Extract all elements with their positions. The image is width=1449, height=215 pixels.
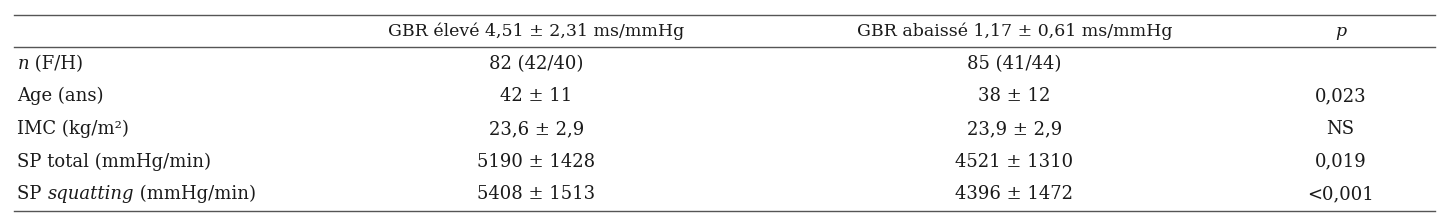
- Text: 5408 ± 1513: 5408 ± 1513: [477, 185, 596, 203]
- Text: GBR abaissé 1,17 ± 0,61 ms/mmHg: GBR abaissé 1,17 ± 0,61 ms/mmHg: [856, 22, 1172, 40]
- Text: 4396 ± 1472: 4396 ± 1472: [955, 185, 1074, 203]
- Text: (F/H): (F/H): [29, 55, 83, 73]
- Text: SP total (mmHg/min): SP total (mmHg/min): [17, 153, 212, 171]
- Text: 38 ± 12: 38 ± 12: [978, 87, 1051, 105]
- Text: p: p: [1335, 23, 1346, 40]
- Text: 4521 ± 1310: 4521 ± 1310: [955, 153, 1074, 171]
- Text: Age (ans): Age (ans): [17, 87, 104, 105]
- Text: 82 (42/40): 82 (42/40): [488, 55, 584, 73]
- Text: 0,023: 0,023: [1314, 87, 1366, 105]
- Text: NS: NS: [1326, 120, 1355, 138]
- Text: SP: SP: [17, 185, 48, 203]
- Text: <0,001: <0,001: [1307, 185, 1374, 203]
- Text: 0,019: 0,019: [1314, 153, 1366, 171]
- Text: squatting: squatting: [48, 185, 133, 203]
- Text: 42 ± 11: 42 ± 11: [500, 87, 572, 105]
- Text: 23,6 ± 2,9: 23,6 ± 2,9: [488, 120, 584, 138]
- Text: IMC (kg/m²): IMC (kg/m²): [17, 120, 129, 138]
- Text: (mmHg/min): (mmHg/min): [133, 185, 256, 203]
- Text: 85 (41/44): 85 (41/44): [966, 55, 1062, 73]
- Text: n: n: [17, 55, 29, 73]
- Text: GBR élevé 4,51 ± 2,31 ms/mmHg: GBR élevé 4,51 ± 2,31 ms/mmHg: [388, 22, 684, 40]
- Text: 5190 ± 1428: 5190 ± 1428: [477, 153, 596, 171]
- Text: 23,9 ± 2,9: 23,9 ± 2,9: [966, 120, 1062, 138]
